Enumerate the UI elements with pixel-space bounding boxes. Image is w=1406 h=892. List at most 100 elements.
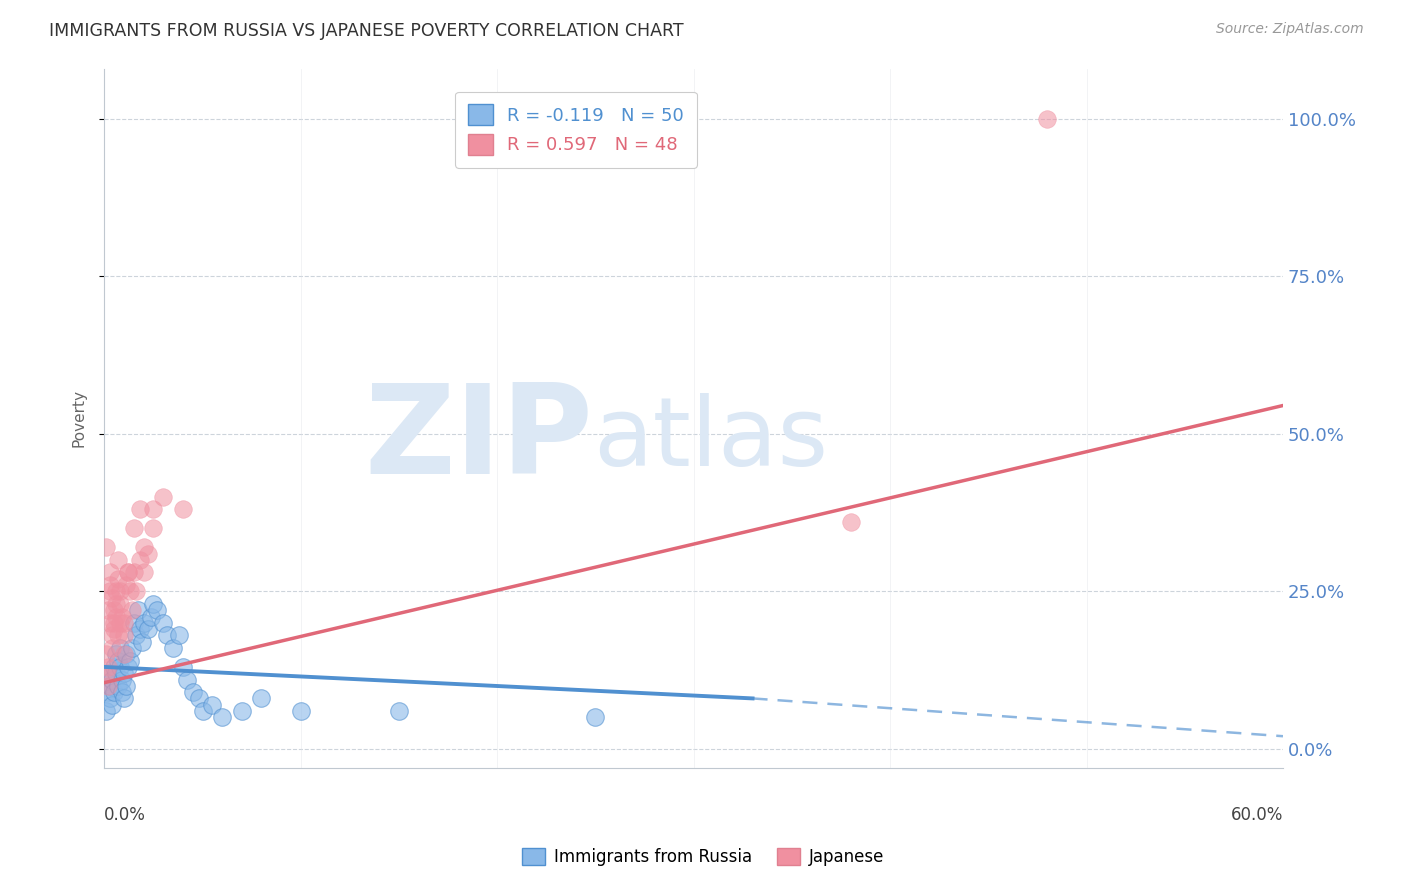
Point [146,603,169,617]
Point [142,502,165,516]
Point [125,628,148,642]
Point [108,615,131,630]
Point [250,691,273,706]
Point [128,502,150,516]
Point [112,691,135,706]
Legend: R = -0.119   N = 50, R = 0.597   N = 48: R = -0.119 N = 50, R = 0.597 N = 48 [456,92,696,168]
Point [125,584,148,599]
Point [101,673,124,687]
Point [111,685,134,699]
Point [98,615,121,630]
Point [96,540,118,554]
Point [118,584,141,599]
Point [127,603,149,617]
Point [152,615,174,630]
Point [136,622,159,636]
Point [128,553,150,567]
Point [583,710,606,724]
Point [132,615,155,630]
Point [142,521,165,535]
Point [112,666,135,681]
Text: IMMIGRANTS FROM RUSSIA VS JAPANESE POVERTY CORRELATION CHART: IMMIGRANTS FROM RUSSIA VS JAPANESE POVER… [49,22,683,40]
Point [176,673,198,687]
Point [97,660,120,674]
Point [112,648,135,662]
Point [142,597,165,611]
Point [105,648,128,662]
Point [101,698,124,712]
Point [96,648,118,662]
Point [112,628,135,642]
Point [839,515,862,529]
Point [121,603,143,617]
Point [131,634,153,648]
Point [181,685,204,699]
Point [98,578,121,592]
Point [105,584,128,599]
Point [115,679,138,693]
Point [103,615,125,630]
Point [108,660,131,674]
Point [115,578,138,592]
Point [103,622,125,636]
Point [187,691,209,706]
Point [101,640,124,655]
Point [115,648,138,662]
Point [103,660,125,674]
Y-axis label: Poverty: Poverty [72,389,86,447]
Point [101,591,124,605]
Point [97,679,120,693]
Point [231,704,253,718]
Point [121,640,143,655]
Point [117,566,139,580]
Text: 60.0%: 60.0% [1230,806,1284,824]
Point [118,654,141,668]
Point [167,628,190,642]
Point [122,615,145,630]
Point [111,673,134,687]
Point [132,566,155,580]
Text: atlas: atlas [593,392,828,485]
Point [98,679,121,693]
Point [103,603,125,617]
Point [162,640,184,655]
Point [128,622,150,636]
Legend: Immigrants from Russia, Japanese: Immigrants from Russia, Japanese [516,841,890,873]
Point [108,597,131,611]
Point [117,566,139,580]
Point [97,685,120,699]
Point [117,660,139,674]
Point [107,553,129,567]
Point [97,603,120,617]
Point [97,666,120,681]
Point [103,685,125,699]
Point [156,628,179,642]
Point [111,609,134,624]
Point [98,566,121,580]
Point [107,654,129,668]
Point [108,640,131,655]
Point [172,660,194,674]
Point [98,584,121,599]
Text: 0.0%: 0.0% [104,806,146,824]
Point [211,710,233,724]
Point [105,666,128,681]
Point [172,502,194,516]
Point [290,704,312,718]
Point [122,521,145,535]
Point [132,540,155,554]
Point [388,704,411,718]
Point [105,609,128,624]
Point [96,666,118,681]
Point [201,698,224,712]
Point [141,609,163,624]
Point [112,615,135,630]
Point [107,572,129,586]
Point [107,628,129,642]
Point [98,691,121,706]
Point [101,628,124,642]
Point [122,566,145,580]
Text: Source: ZipAtlas.com: Source: ZipAtlas.com [1216,22,1364,37]
Point [191,704,214,718]
Point [152,490,174,504]
